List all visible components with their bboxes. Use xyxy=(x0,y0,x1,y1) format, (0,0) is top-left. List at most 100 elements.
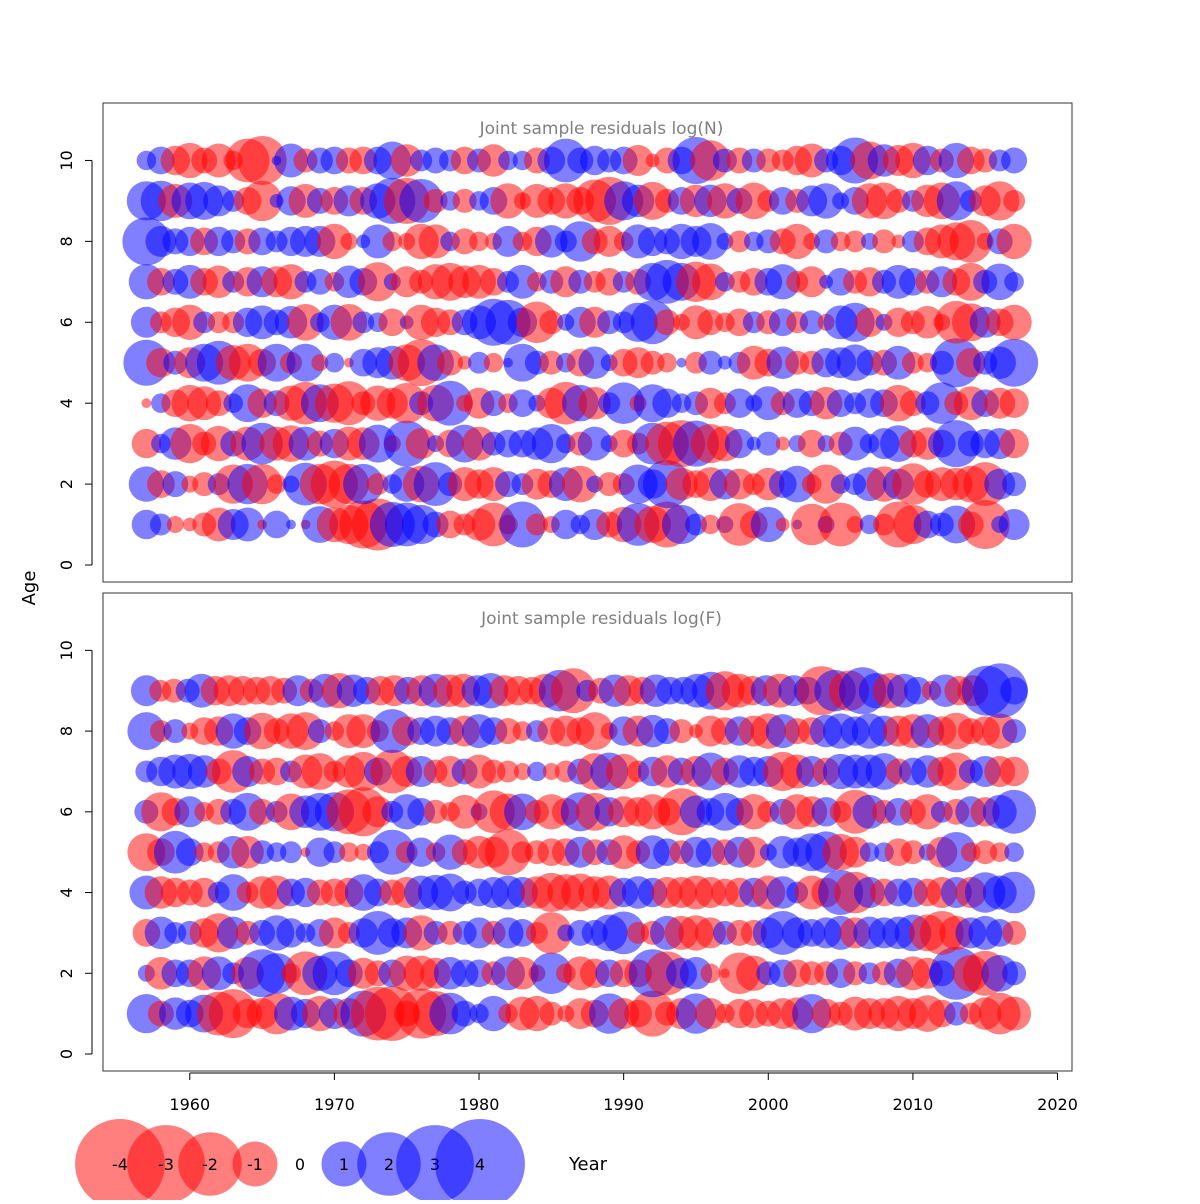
residual-bubble xyxy=(728,230,751,253)
y-tick-label: 8 xyxy=(57,236,76,246)
residual-bubble xyxy=(775,517,790,532)
legend-item: 4 xyxy=(435,1119,525,1204)
y-tick-label: 2 xyxy=(57,968,76,978)
residual-bubble xyxy=(149,513,172,536)
residual-bubble xyxy=(451,228,478,255)
residual-bubble xyxy=(508,389,537,418)
residual-bubble xyxy=(306,268,333,295)
residual-bubble xyxy=(358,262,398,302)
residual-bubble xyxy=(166,516,184,533)
x-axis-label: Year xyxy=(568,1154,608,1175)
residual-bubble xyxy=(750,506,786,543)
residual-bubble xyxy=(577,426,612,461)
residual-bubble xyxy=(652,388,682,418)
residual-bubble xyxy=(469,231,489,252)
residual-bubble xyxy=(575,712,614,751)
residual-bubble xyxy=(324,352,345,373)
residual-bubble xyxy=(700,963,721,984)
residual-bubble xyxy=(654,309,680,336)
residual-bubble xyxy=(531,423,571,464)
residual-bubble xyxy=(697,309,724,336)
residual-bubble xyxy=(997,996,1032,1031)
residual-bubble xyxy=(891,234,906,249)
residual-bubble xyxy=(366,473,389,496)
y-tick-label: 8 xyxy=(57,726,76,736)
legend-item: -2 xyxy=(178,1132,242,1196)
residual-bubble xyxy=(539,310,564,335)
residual-bubble xyxy=(506,957,539,990)
residual-bubble xyxy=(960,499,1010,550)
bubbles xyxy=(126,663,1037,1041)
residual-bubble xyxy=(175,838,204,867)
residual-bubble xyxy=(602,911,646,955)
y-tick-label: 4 xyxy=(57,398,76,408)
residual-bubble xyxy=(499,501,546,548)
residual-bubble xyxy=(266,474,287,494)
legend-label: -4 xyxy=(112,1155,128,1174)
y-tick-label: 0 xyxy=(57,560,76,570)
residual-bubble xyxy=(1002,472,1027,497)
residual-bubble xyxy=(717,355,732,370)
panel-title: Joint sample residuals log(N) xyxy=(479,119,724,139)
residual-bubble xyxy=(131,428,162,459)
residual-bubble xyxy=(451,1000,478,1027)
residual-bubble xyxy=(530,952,573,995)
legend-label: 4 xyxy=(475,1155,485,1174)
legend-bubble xyxy=(232,1141,278,1187)
panel-title: Joint sample residuals log(F) xyxy=(480,609,722,629)
residual-bubble xyxy=(993,871,1035,914)
residual-bubble xyxy=(262,510,291,539)
residual-bubble xyxy=(241,180,283,222)
y-tick-label: 6 xyxy=(57,317,76,327)
residual-bubble xyxy=(756,431,781,456)
y-axis: 0 2 4 6 8 10 xyxy=(57,640,93,1059)
residual-bubble xyxy=(911,306,944,339)
residual-bubble xyxy=(578,346,611,379)
residual-bubble xyxy=(201,143,236,178)
residual-bubble xyxy=(369,829,415,875)
residual-bubble xyxy=(999,756,1029,787)
residual-bubble xyxy=(276,918,306,948)
residual-bubble xyxy=(1001,147,1028,174)
residual-bubble xyxy=(1002,719,1027,744)
y-tick-label: 10 xyxy=(57,640,76,660)
residual-bubble xyxy=(539,350,564,375)
residual-bubble xyxy=(846,516,864,533)
residual-bubble xyxy=(996,223,1032,260)
residual-bubble xyxy=(550,668,596,714)
residual-bubble xyxy=(475,995,512,1032)
residual-bubble xyxy=(457,355,472,370)
legend-item: -1 xyxy=(232,1141,278,1187)
residual-bubble xyxy=(694,998,726,1030)
residual-bubble xyxy=(936,831,977,873)
residual-bubble xyxy=(311,354,329,372)
residual-bubble xyxy=(679,957,713,990)
x-tick-label: 2000 xyxy=(748,1095,789,1114)
x-tick-label: 2010 xyxy=(893,1095,934,1114)
residual-bubble xyxy=(685,513,707,536)
legend-bubble xyxy=(178,1132,242,1196)
x-tick-label: 1960 xyxy=(169,1095,210,1114)
residual-bubble xyxy=(900,840,925,865)
residual-bubble xyxy=(423,799,448,824)
residual-bubble xyxy=(692,263,729,301)
residual-bubble xyxy=(406,837,436,867)
residual-bubble xyxy=(738,836,770,868)
residual-bubble xyxy=(949,220,993,263)
residual-bubble xyxy=(378,308,407,337)
legend-label: -3 xyxy=(158,1155,174,1174)
residual-bubble xyxy=(989,842,1010,862)
residual-bubble xyxy=(779,223,815,260)
residual-bubble xyxy=(998,509,1030,540)
panel-log-n: 0 2 4 6 8 10 Joint sample residuals log(N) xyxy=(57,102,1073,583)
residual-bubble xyxy=(1003,189,1026,212)
residual-bubble xyxy=(797,429,826,458)
residual-bubble xyxy=(382,231,403,252)
residual-bubble xyxy=(808,183,844,219)
residual-bubble xyxy=(352,311,375,334)
residual-bubble xyxy=(854,307,885,337)
residual-bubble xyxy=(497,760,519,783)
residual-bubble xyxy=(996,304,1032,340)
residual-bubble xyxy=(838,426,873,461)
residual-bubble xyxy=(799,310,824,335)
